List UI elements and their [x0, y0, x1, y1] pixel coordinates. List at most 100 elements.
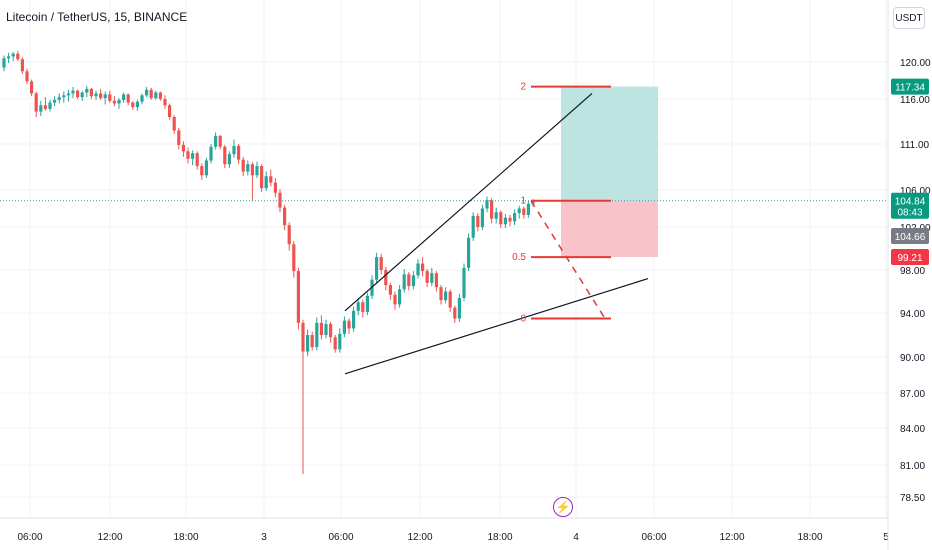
candle-body: [296, 271, 300, 323]
x-tick-label: 18:00: [797, 532, 822, 543]
position-tool[interactable]: [561, 86, 658, 257]
candle-body: [490, 200, 494, 219]
candle: [25, 68, 29, 85]
candle-body: [379, 257, 383, 270]
candle: [181, 141, 185, 157]
candle-body: [365, 295, 369, 312]
symbol-title: Litecoin / TetherUS, 15, BINANCE: [6, 10, 188, 24]
candle: [269, 169, 273, 187]
candle-body: [43, 105, 47, 109]
lower-trendline[interactable]: [344, 278, 649, 375]
candle-body: [324, 324, 328, 335]
candle: [7, 52, 11, 63]
candle: [485, 196, 489, 213]
candle: [319, 315, 323, 340]
candle: [462, 263, 466, 302]
candle: [480, 204, 484, 231]
candle-body: [7, 56, 11, 59]
candle-body: [264, 176, 268, 189]
candle: [503, 214, 507, 229]
candle: [250, 162, 254, 202]
candle-body: [246, 164, 250, 172]
candle: [379, 253, 383, 275]
candle: [411, 271, 415, 290]
candle: [522, 206, 526, 219]
candle: [154, 90, 158, 100]
candle: [103, 91, 107, 105]
upper-trendline[interactable]: [344, 92, 593, 312]
candle: [195, 151, 199, 170]
candle: [43, 97, 47, 111]
candle-body: [273, 182, 277, 193]
candle: [393, 291, 397, 310]
candle: [108, 90, 112, 103]
candle: [444, 287, 448, 304]
candle-body: [384, 270, 388, 286]
candle: [260, 164, 264, 192]
candle-body: [62, 95, 66, 98]
candle: [135, 99, 139, 111]
fib-projection-line[interactable]: [530, 200, 606, 319]
candle: [398, 285, 402, 308]
candle-body: [34, 93, 38, 112]
candle-body: [421, 263, 425, 272]
candle-body: [255, 166, 259, 176]
candle: [241, 156, 245, 177]
candle: [264, 171, 268, 191]
candle: [149, 87, 153, 100]
candle-body: [499, 212, 503, 225]
candle: [172, 115, 176, 135]
candle: [407, 272, 411, 291]
candle: [306, 329, 310, 356]
candle: [255, 161, 259, 179]
candle-body: [287, 225, 291, 245]
candle: [76, 89, 80, 99]
candle: [218, 135, 222, 150]
x-tick-label: 18:00: [173, 532, 198, 543]
profit-zone[interactable]: [561, 86, 658, 201]
y-tick-label: 90.00: [900, 353, 925, 364]
candle-body: [453, 307, 457, 319]
candle-body: [522, 208, 526, 215]
drawings[interactable]: 210.50: [0, 82, 888, 375]
candle: [11, 51, 15, 62]
fib-level-label: 2: [520, 82, 526, 93]
candle: [39, 100, 43, 117]
candle-body: [11, 53, 15, 57]
candle-body: [347, 320, 351, 329]
x-tick-label: 5: [883, 532, 889, 543]
candle: [448, 289, 452, 312]
candle-body: [388, 285, 392, 295]
loss-zone[interactable]: [561, 200, 658, 257]
candle: [342, 316, 346, 338]
candle-body: [16, 53, 20, 60]
candle-body: [250, 164, 254, 176]
candle-body: [393, 294, 397, 305]
candle: [296, 267, 300, 330]
candle-body: [71, 90, 75, 94]
candle-body: [195, 153, 199, 167]
flash-icon[interactable]: ⚡: [553, 497, 573, 517]
x-tick-label: 4: [573, 532, 579, 543]
candle-body: [476, 215, 480, 227]
candle-body: [306, 335, 310, 352]
candle-body: [200, 166, 204, 176]
candle: [227, 151, 231, 168]
fib-level-label: 0: [520, 314, 526, 325]
candle-body: [99, 93, 103, 99]
candle: [145, 86, 149, 98]
candle: [122, 92, 126, 103]
candle-body: [204, 160, 208, 176]
candle-body: [149, 89, 153, 99]
candle-body: [338, 333, 342, 350]
candle-body: [342, 320, 346, 334]
currency-button[interactable]: USDT: [893, 7, 925, 29]
candle-body: [223, 146, 227, 165]
y-tick-label: 81.00: [900, 461, 925, 472]
candle-body: [526, 203, 530, 215]
candle-body: [186, 151, 190, 159]
entry-price-tag: [891, 228, 929, 244]
candle: [494, 207, 498, 224]
candle-body: [269, 176, 273, 183]
